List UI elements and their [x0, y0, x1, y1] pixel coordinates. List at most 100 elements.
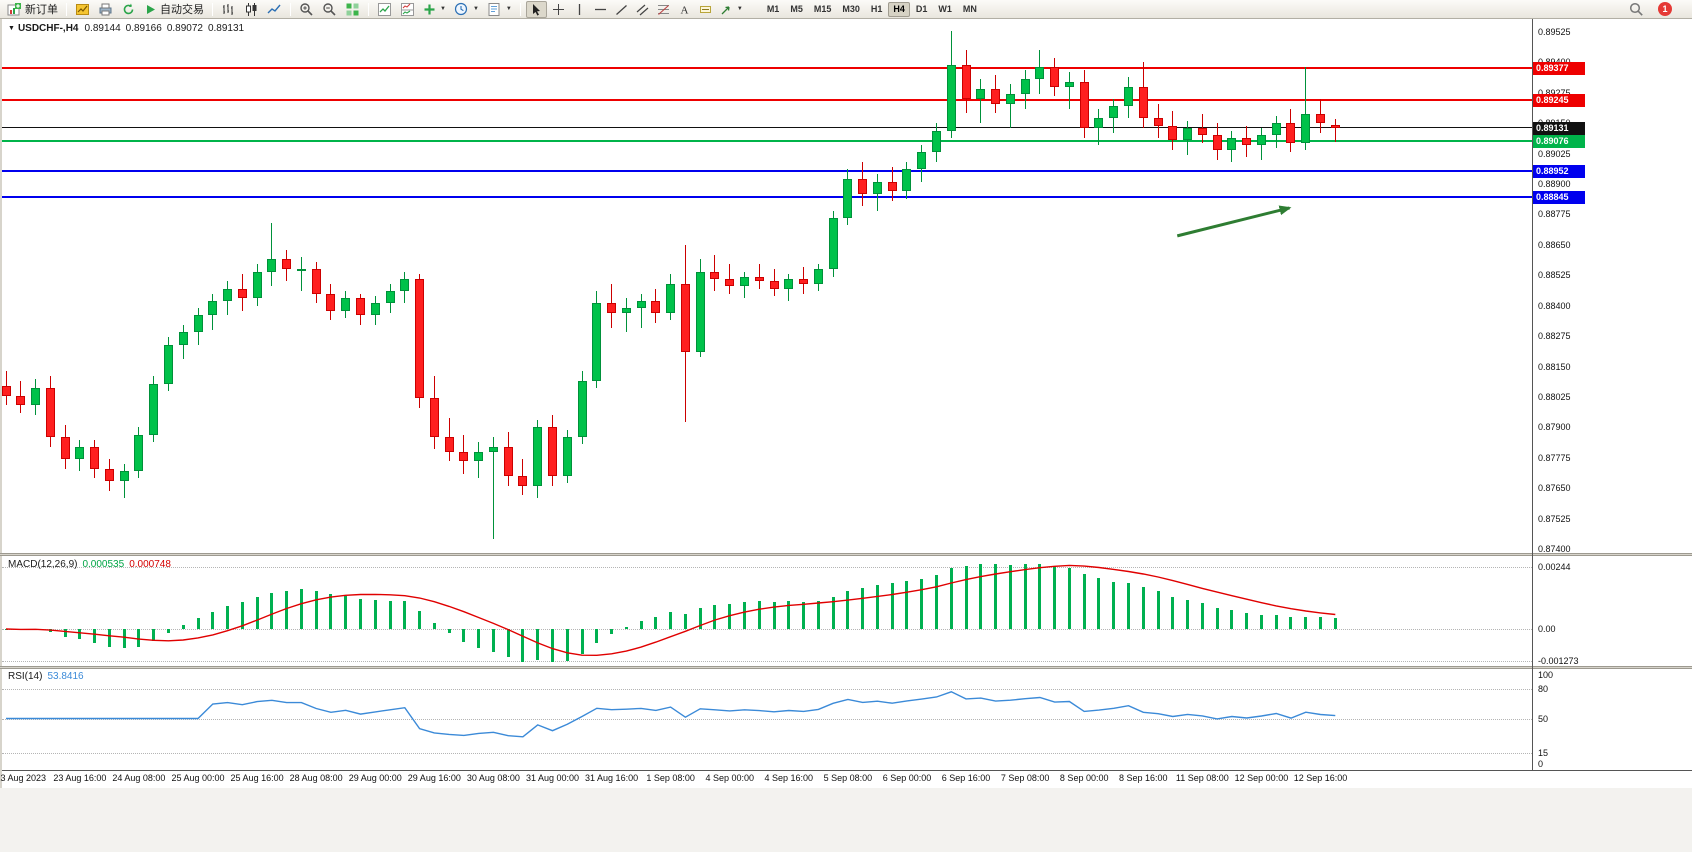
- indicator-list-button[interactable]: [374, 1, 395, 18]
- macd-histogram-bar: [1215, 607, 1219, 629]
- candle: [1109, 106, 1119, 119]
- price-line[interactable]: [2, 67, 1532, 69]
- timeframe-button-m30[interactable]: M30: [842, 4, 860, 14]
- macd-histogram-bar: [1186, 599, 1190, 629]
- macd-histogram-bar: [846, 590, 850, 629]
- macd-histogram-bar: [1141, 587, 1145, 629]
- autotrading-play-icon: [147, 4, 155, 14]
- macd-histogram-bar: [1245, 613, 1249, 629]
- search-icon[interactable]: [1629, 2, 1644, 17]
- cursor-icon: [532, 3, 540, 16]
- candle-wick: [1068, 72, 1070, 109]
- notification-badge[interactable]: 1: [1658, 2, 1672, 16]
- vertical-line-tool-button[interactable]: [570, 1, 589, 18]
- time-label: 8 Sep 00:00: [1059, 773, 1109, 783]
- timeframe-button-h1[interactable]: H1: [870, 4, 883, 14]
- macd-histogram-bar: [373, 600, 377, 629]
- price-tick: 0.88775: [1538, 209, 1571, 220]
- rsi-level-line: [2, 753, 1532, 755]
- candle: [1286, 123, 1296, 143]
- candle-wick: [300, 257, 302, 292]
- price-line[interactable]: [2, 127, 1532, 129]
- macd-histogram-bar: [595, 629, 599, 643]
- timeframe-button-m15[interactable]: M15: [813, 4, 832, 14]
- macd-histogram-bar: [314, 590, 318, 629]
- macd-histogram-bar: [683, 613, 687, 629]
- bar-chart-mode-button[interactable]: [218, 1, 239, 18]
- candle: [1301, 113, 1311, 143]
- line-chart-mode-button[interactable]: [264, 1, 285, 18]
- zoom-in-button[interactable]: [296, 1, 317, 18]
- candle: [459, 451, 469, 462]
- price-line[interactable]: [2, 99, 1532, 102]
- timeframe-button-d1[interactable]: D1: [915, 4, 928, 14]
- candle: [237, 288, 247, 299]
- macd-histogram-bar: [240, 602, 244, 629]
- timeframe-button-m1[interactable]: M1: [766, 4, 780, 14]
- macd-histogram-bar: [920, 578, 924, 629]
- candle: [1197, 128, 1207, 136]
- trendline-tool-button[interactable]: [612, 1, 631, 18]
- time-label: 31 Aug 16:00: [585, 773, 639, 783]
- refresh-button[interactable]: [118, 1, 139, 18]
- zoom-out-button[interactable]: [319, 1, 340, 18]
- timeframe-button-h4[interactable]: H4: [888, 1, 910, 17]
- autotrading-label: 自动交易: [160, 4, 204, 16]
- indicator-window-button[interactable]: [397, 1, 418, 18]
- candle-wick: [271, 222, 273, 287]
- timeframe-button-m5[interactable]: M5: [790, 4, 803, 14]
- candle: [193, 315, 203, 333]
- chart-info-bar: ▼ USDCHF-,H4 0.89144 0.89166 0.89072 0.89131: [8, 23, 249, 34]
- cursor-tool-button[interactable]: [525, 0, 547, 18]
- time-label: 25 Aug 16:00: [230, 773, 284, 783]
- trend-arrow-object[interactable]: [1176, 205, 1292, 238]
- candle: [577, 381, 587, 438]
- candlestick-mode-button[interactable]: [241, 1, 262, 18]
- symbol-dropdown-icon[interactable]: ▼: [8, 25, 15, 32]
- arrows-dropdown-button[interactable]: ▼: [717, 1, 746, 18]
- horizontal-line-tool-button[interactable]: [591, 1, 610, 18]
- symbol-period-label: USDCHF-,H4: [17, 23, 79, 34]
- macd-histogram-bar: [639, 620, 643, 629]
- candle: [799, 278, 809, 284]
- candle: [252, 271, 262, 299]
- price-axis-border[interactable]: [1532, 19, 1533, 770]
- candle: [503, 446, 513, 476]
- periods-dropdown-button[interactable]: ▼: [451, 1, 482, 18]
- channel-tool-button[interactable]: [633, 1, 652, 18]
- macd-histogram-bar: [285, 590, 289, 629]
- price-line[interactable]: [2, 140, 1532, 143]
- panel-separator[interactable]: [0, 553, 1692, 556]
- add-indicator-button[interactable]: ▼: [420, 1, 449, 18]
- crosshair-tool-button[interactable]: [549, 1, 568, 18]
- text-tool-button[interactable]: A: [675, 1, 694, 18]
- macd-histogram-bar: [905, 581, 909, 629]
- candle: [1316, 113, 1326, 124]
- print-button[interactable]: [95, 1, 116, 18]
- templates-dropdown-button[interactable]: ▼: [484, 1, 515, 18]
- timeframe-button-mn[interactable]: MN: [962, 4, 977, 14]
- candle: [75, 446, 85, 459]
- macd-histogram-bar: [1023, 564, 1027, 629]
- tile-windows-button[interactable]: [342, 1, 363, 18]
- time-axis[interactable]: [0, 770, 1692, 788]
- time-label: 31 Aug 00:00: [525, 773, 580, 783]
- add-indicator-icon: [424, 4, 435, 14]
- panel-separator[interactable]: [0, 666, 1692, 669]
- price-line[interactable]: [2, 196, 1532, 199]
- price-line[interactable]: [2, 170, 1532, 173]
- candle: [754, 276, 764, 282]
- autotrading-button[interactable]: 自动交易: [141, 1, 207, 18]
- bar-chart-icon: [223, 3, 233, 15]
- candle-wick: [123, 463, 125, 498]
- candle: [370, 303, 380, 316]
- fibonacci-tool-button[interactable]: [654, 1, 673, 18]
- macd-histogram-bar: [432, 622, 436, 629]
- timeframe-button-w1[interactable]: W1: [938, 4, 952, 14]
- candle-wick: [492, 437, 494, 540]
- new-order-button[interactable]: 新订单: [4, 1, 61, 18]
- candle: [1035, 67, 1045, 80]
- market-watch-button[interactable]: [72, 1, 93, 18]
- price-badge: 0.89131: [1533, 121, 1585, 135]
- label-tool-button[interactable]: [696, 1, 715, 18]
